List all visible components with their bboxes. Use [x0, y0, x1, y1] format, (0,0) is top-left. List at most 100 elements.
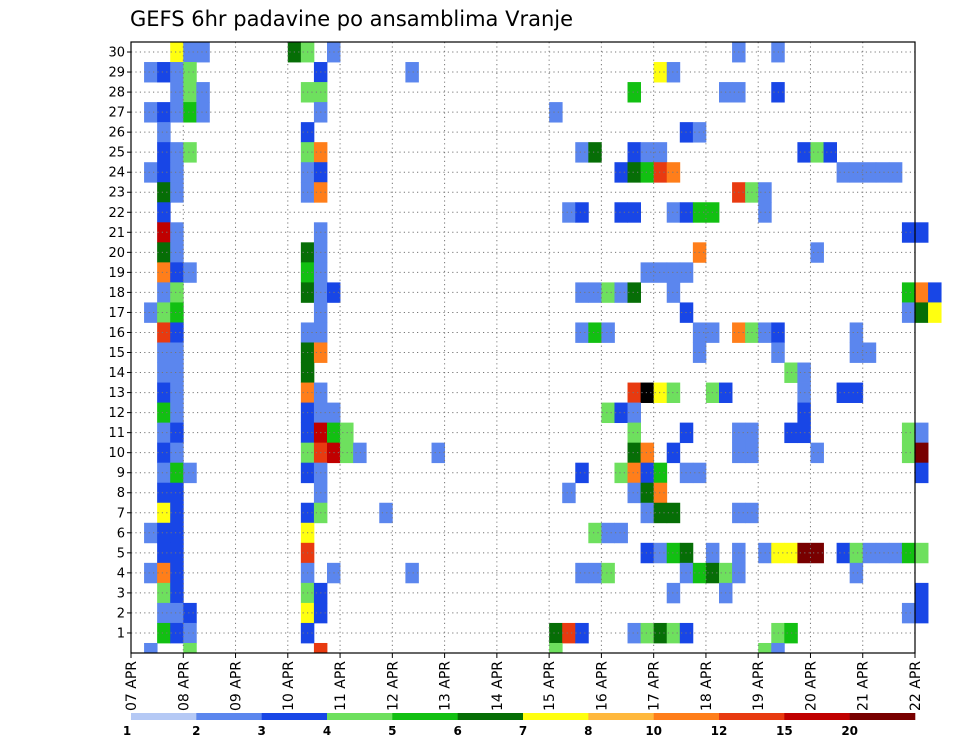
precip-cell — [196, 42, 210, 63]
y-tick-label: 24 — [108, 166, 125, 181]
precip-cell — [797, 402, 811, 424]
precip-cell — [379, 502, 393, 524]
precip-cell — [875, 542, 890, 564]
precip-cell — [588, 282, 602, 303]
precip-cell — [849, 542, 864, 564]
precip-cell — [915, 462, 929, 484]
precip-cell — [196, 102, 210, 123]
precip-cell — [157, 402, 171, 424]
precip-cell — [640, 442, 655, 464]
precip-cell — [653, 542, 668, 564]
precip-cell — [666, 442, 681, 464]
precip-cell — [928, 282, 942, 303]
y-tick-label: 15 — [108, 346, 125, 361]
x-tick-label: 18 APR — [699, 661, 715, 711]
precip-cell — [157, 522, 171, 544]
precip-cell — [849, 562, 864, 584]
precip-cell — [431, 442, 445, 464]
precip-cell — [771, 642, 785, 654]
precip-cell — [157, 602, 171, 624]
precip-cell — [928, 302, 942, 323]
colorbar-label: 10 — [645, 724, 662, 738]
precip-cell — [901, 222, 916, 243]
precip-cell — [157, 462, 171, 484]
precip-cell — [575, 562, 589, 584]
precip-cell — [170, 162, 184, 183]
precip-cell — [170, 262, 184, 283]
precip-cell — [627, 382, 641, 403]
x-tick-label: 08 APR — [176, 661, 192, 711]
precip-cell — [157, 162, 171, 183]
x-tick-label: 13 APR — [438, 661, 454, 711]
precip-cell — [758, 642, 772, 654]
precip-cell — [836, 542, 851, 564]
colorbar-swatch — [719, 713, 785, 720]
precip-cell — [666, 622, 681, 644]
precip-cell — [836, 162, 851, 183]
precip-cell — [170, 302, 184, 323]
precip-cell — [653, 382, 668, 403]
precip-cell — [157, 562, 171, 584]
precip-cell — [157, 542, 171, 564]
precip-cell — [183, 82, 197, 103]
precip-cell — [170, 362, 184, 383]
plot-frame — [130, 41, 916, 654]
precip-cell — [575, 462, 589, 484]
precip-cell — [614, 162, 628, 183]
precip-cell — [849, 322, 864, 343]
precip-cell — [405, 562, 419, 584]
precip-cell — [157, 582, 171, 604]
precip-cell — [915, 302, 929, 323]
precip-cell — [170, 402, 184, 424]
x-tick-label: 16 APR — [594, 661, 610, 711]
y-tick-label: 6 — [117, 526, 125, 541]
precip-cell — [614, 402, 628, 424]
precip-cell — [627, 82, 641, 103]
precip-cell — [666, 382, 681, 403]
precip-cell — [640, 162, 655, 183]
precip-cell — [915, 602, 929, 624]
precip-cell — [797, 382, 811, 403]
precip-cell — [157, 282, 171, 303]
precip-cell — [144, 302, 158, 323]
colorbar-swatch — [392, 713, 458, 720]
x-tick-label: 10 APR — [281, 661, 297, 711]
precip-cell — [601, 322, 615, 343]
precip-cell — [157, 622, 171, 644]
precip-cell — [144, 642, 158, 654]
precip-cell — [170, 42, 184, 63]
y-tick-label: 19 — [108, 266, 125, 281]
precip-cell — [640, 542, 655, 564]
precip-cell — [313, 642, 328, 654]
precip-cell — [901, 282, 916, 303]
precip-cell — [640, 502, 655, 524]
precip-cell — [157, 142, 171, 163]
precip-cell — [627, 622, 641, 644]
precip-cell — [901, 422, 916, 444]
precip-cell — [183, 102, 197, 123]
colorbar-label: 3 — [257, 724, 265, 738]
precip-cell — [562, 482, 576, 504]
precip-cell — [653, 262, 668, 283]
precip-cell — [627, 142, 641, 163]
precip-cell — [901, 542, 916, 564]
precip-cell — [627, 162, 641, 183]
precip-cell — [549, 642, 563, 654]
precip-cell — [183, 42, 197, 63]
y-tick-label: 26 — [108, 126, 125, 141]
colorbar-swatch — [523, 713, 589, 720]
precip-cell — [170, 442, 184, 464]
precip-cell — [849, 162, 864, 183]
y-tick-label: 3 — [117, 586, 125, 601]
y-tick-label: 2 — [117, 606, 125, 621]
y-tick-label: 28 — [108, 86, 125, 101]
x-tick-label: 07 APR — [124, 661, 140, 711]
precip-cell — [627, 282, 641, 303]
colorbar-label: 2 — [192, 724, 200, 738]
precip-cell — [614, 282, 628, 303]
precip-cell — [915, 542, 929, 564]
precip-cell — [614, 462, 628, 484]
precip-cell — [653, 502, 668, 524]
precip-cell — [183, 622, 197, 644]
